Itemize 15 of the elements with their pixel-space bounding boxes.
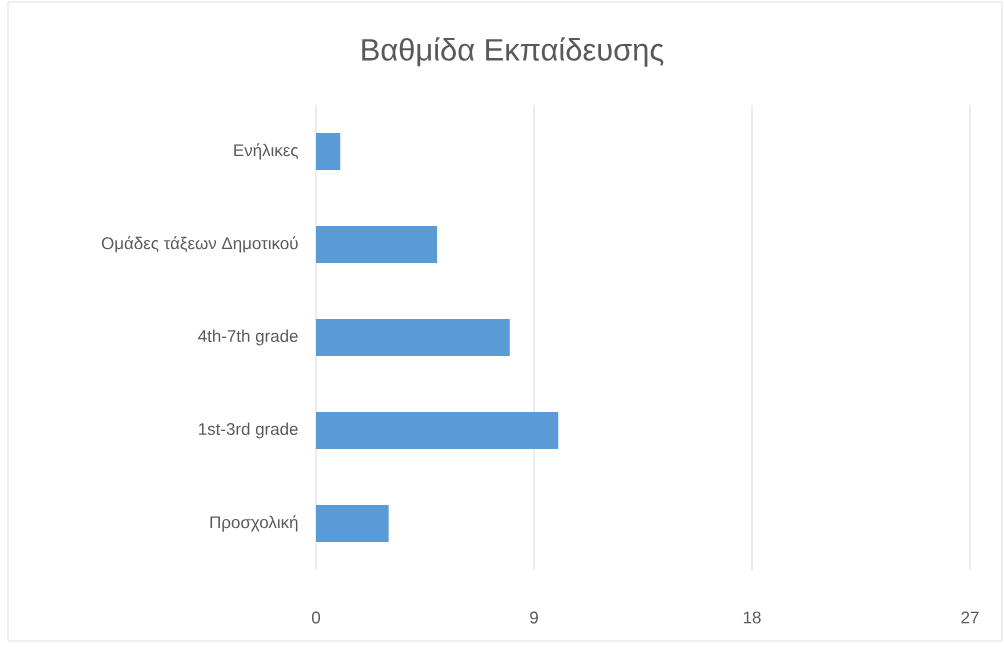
x-tick-label: 18 — [743, 611, 761, 624]
y-tick-label: Ομάδες τάξεων Δημοτικού — [101, 236, 298, 253]
x-tick-label: 27 — [961, 611, 979, 624]
y-tick-label: Ενήλικες — [234, 143, 298, 160]
chart-title: Βαθμίδα Εκπαίδευσης — [362, 37, 664, 67]
bar — [316, 132, 341, 171]
y-tick-label: 1st-3rd grade — [199, 422, 298, 439]
x-tick-label: 0 — [311, 611, 321, 624]
bar — [316, 411, 559, 450]
bar — [316, 225, 438, 264]
y-tick-label: Προσχολική — [210, 515, 298, 532]
x-tick-label: 9 — [530, 611, 538, 624]
bar — [316, 504, 389, 543]
bar — [316, 318, 510, 357]
y-tick-label: 4th-7th grade — [198, 329, 298, 346]
